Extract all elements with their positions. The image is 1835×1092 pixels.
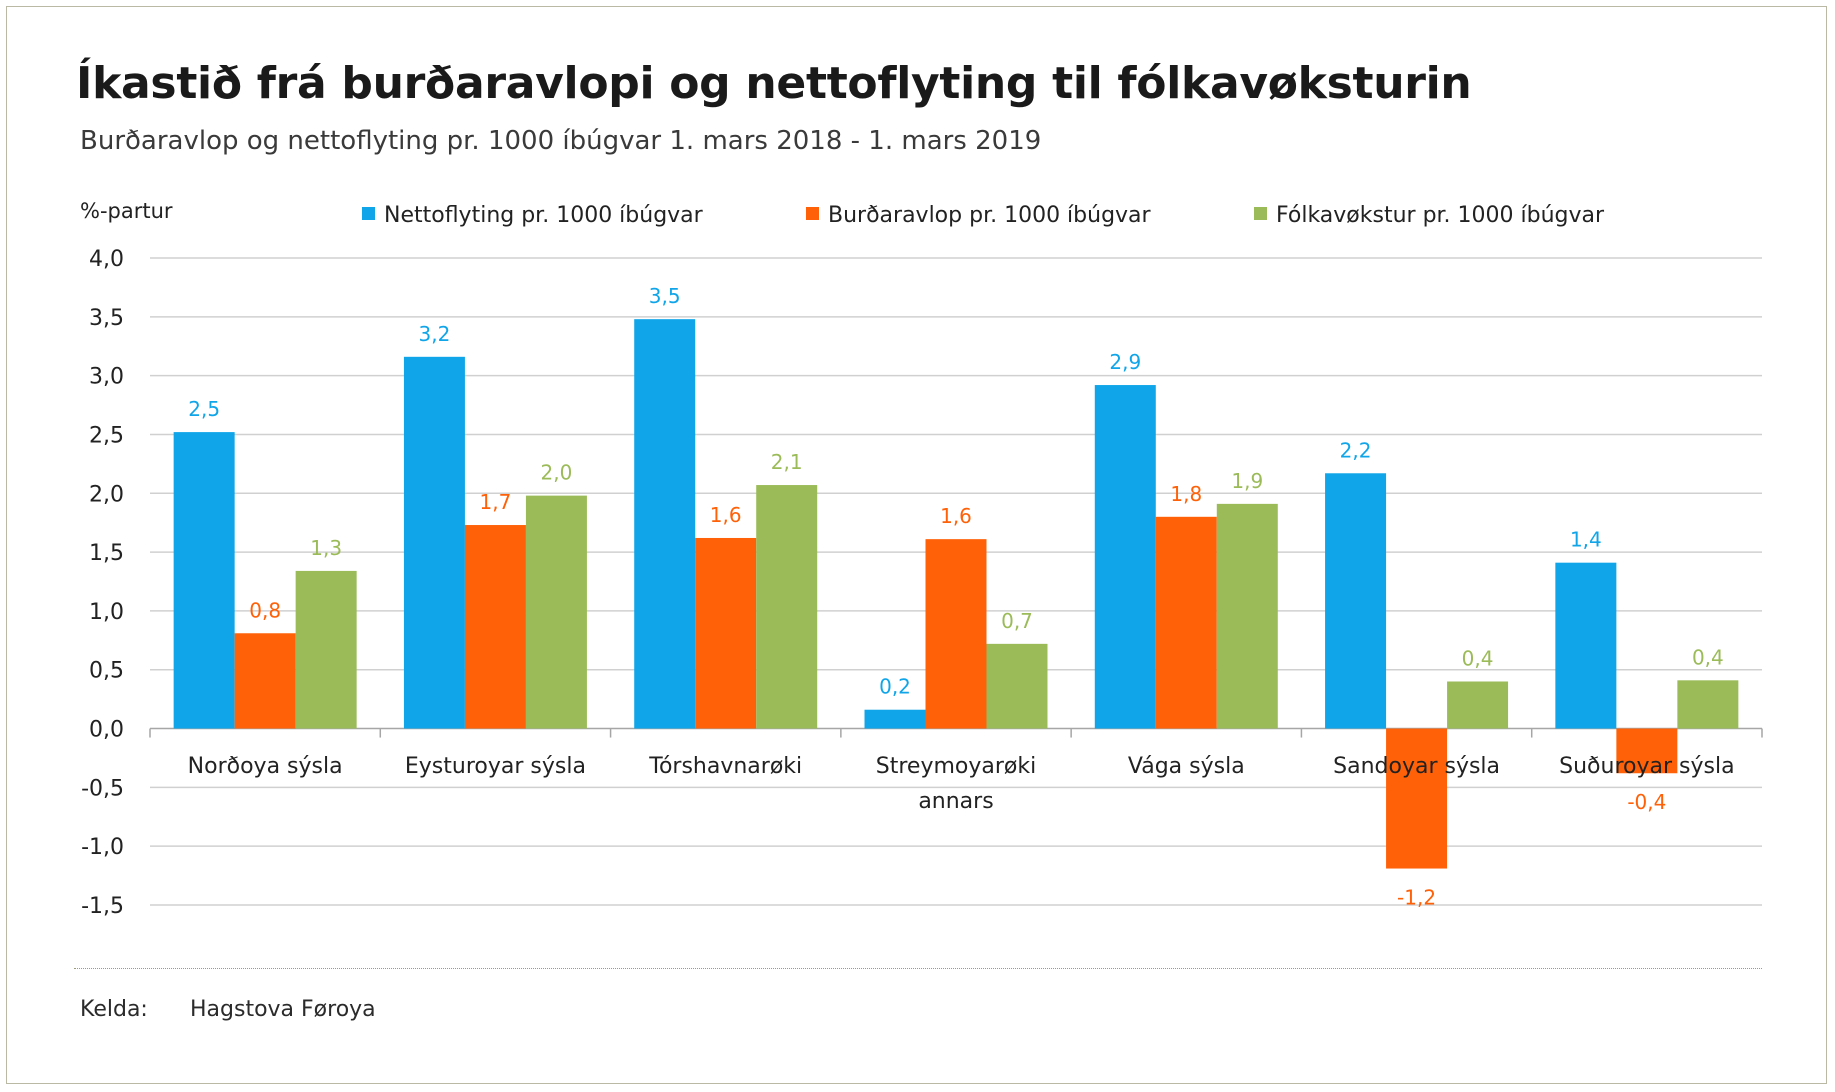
y-tick-labels: 4,0 3,5 3,0 2,5 2,0 1,5 1,0 0,5 0,0 -0,5 -1,0 -1,5 — [81, 247, 124, 919]
bar — [1155, 516, 1217, 729]
legend: Nettoflyting pr. 1000 íbúgvar Burðaravlop… — [362, 203, 1605, 228]
y-tick-label: 1,0 — [89, 600, 124, 625]
category-label: Tórshavnarøki — [648, 754, 802, 779]
bars — [173, 319, 1739, 869]
data-label: 0,2 — [879, 675, 911, 699]
data-label: 3,2 — [419, 322, 451, 346]
legend-swatch — [1254, 207, 1267, 220]
data-label: 1,4 — [1570, 528, 1602, 552]
bar — [464, 525, 526, 729]
data-label: 3,5 — [649, 284, 681, 308]
chart-subtitle: Burðaravlop og nettoflyting pr. 1000 íbú… — [80, 126, 1042, 156]
bar — [1616, 728, 1678, 774]
data-label: 1,9 — [1231, 469, 1263, 493]
bar — [295, 570, 357, 729]
bar — [1325, 473, 1387, 729]
y-tick-label: -0,5 — [81, 776, 124, 801]
y-tick-label: 1,5 — [89, 541, 124, 566]
bar — [925, 539, 987, 729]
data-label: 1,6 — [710, 503, 742, 527]
y-tick-label: 2,0 — [89, 482, 124, 507]
bar — [1386, 728, 1448, 869]
y-tick-label: 3,5 — [89, 306, 124, 331]
category-labels: Norðoya sýsla Eysturoyar sýsla Tórshavnarø… — [188, 754, 1735, 814]
bar — [1677, 680, 1739, 729]
bar — [1555, 562, 1617, 729]
legend-swatch — [806, 207, 819, 220]
data-label: 2,9 — [1109, 350, 1141, 374]
category-label: Sandoyar sýsla — [1333, 754, 1500, 779]
footer-divider — [74, 968, 1762, 969]
category-label: Streymoyarøki — [876, 754, 1036, 779]
chart-title: Íkastið frá burðaravlopi og nettoflyting… — [76, 58, 1472, 109]
bar — [1094, 385, 1156, 729]
category-label: annars — [918, 789, 993, 814]
data-label: 0,4 — [1462, 646, 1494, 670]
category-label: Eysturoyar sýsla — [405, 754, 586, 779]
bar — [173, 432, 235, 729]
data-label: 0,4 — [1692, 645, 1724, 669]
source-label: Kelda: — [80, 997, 148, 1022]
bar — [864, 709, 926, 729]
y-tick-label: 4,0 — [89, 247, 124, 272]
legend-swatch — [362, 207, 375, 220]
bar — [403, 356, 465, 729]
bar-value-labels: 2,5 0,8 1,3 3,2 1,7 2,0 3,5 1,6 2,1 0,2 1,6 0,7 2,9 1… — [188, 284, 1724, 909]
y-tick-label: -1,5 — [81, 894, 124, 919]
data-label: 1,8 — [1170, 482, 1202, 506]
bar — [756, 485, 818, 729]
data-label: 2,2 — [1340, 438, 1372, 462]
legend-label: Burðaravlop pr. 1000 íbúgvar — [828, 203, 1152, 228]
data-label: 1,6 — [940, 504, 972, 528]
bar — [986, 643, 1048, 729]
y-axis-label: %-partur — [80, 199, 173, 223]
data-label: 2,5 — [188, 397, 220, 421]
bar — [695, 537, 757, 729]
y-tick-label: 0,5 — [89, 659, 124, 684]
category-label: Vága sýsla — [1128, 754, 1245, 779]
source-value: Hagstova Føroya — [190, 997, 376, 1022]
y-tick-label: 2,5 — [89, 423, 124, 448]
bar — [634, 319, 696, 729]
data-label: 1,3 — [310, 536, 342, 560]
legend-label: Fólkavøkstur pr. 1000 íbúgvar — [1276, 203, 1605, 228]
bar — [1216, 503, 1278, 729]
bar — [234, 633, 296, 729]
y-tick-label: -1,0 — [81, 835, 124, 860]
data-label: 2,1 — [771, 450, 803, 474]
category-label: Suðuroyar sýsla — [1559, 754, 1734, 779]
category-label: Norðoya sýsla — [188, 754, 343, 779]
data-label: 0,8 — [249, 598, 281, 622]
bar — [525, 495, 587, 729]
y-tick-label: 3,0 — [89, 365, 124, 390]
y-tick-label: 0,0 — [89, 718, 124, 743]
data-label: 2,0 — [541, 461, 573, 485]
bar — [1447, 681, 1509, 729]
data-label: 0,7 — [1001, 609, 1033, 633]
data-label: 1,7 — [480, 490, 512, 514]
data-label: -1,2 — [1397, 886, 1436, 910]
legend-label: Nettoflyting pr. 1000 íbúgvar — [384, 203, 704, 228]
data-label: -0,4 — [1627, 790, 1666, 814]
